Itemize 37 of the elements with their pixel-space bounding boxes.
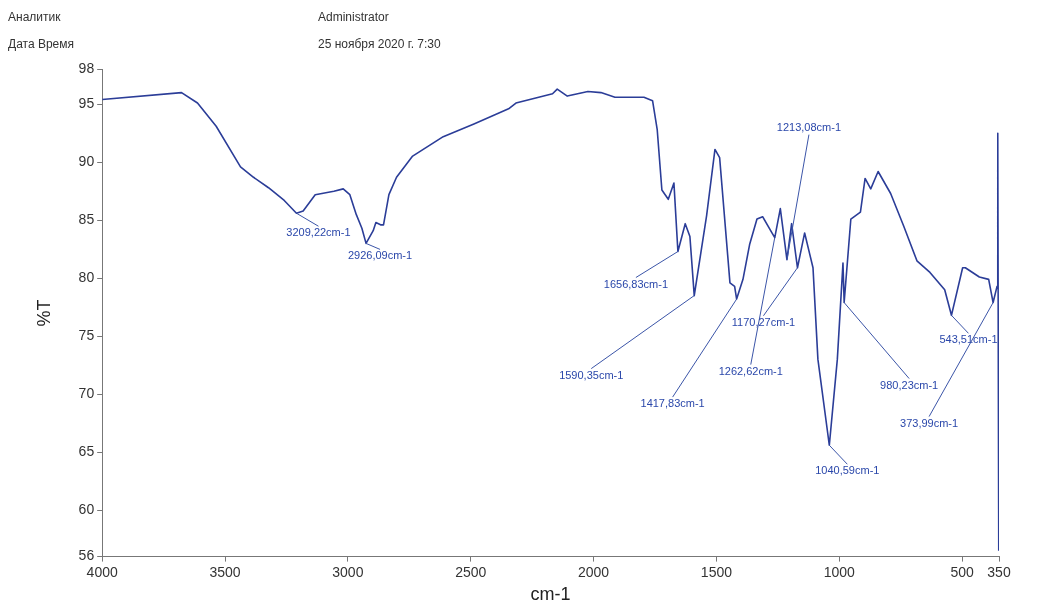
y-tick-label: 60 (78, 501, 95, 518)
annotation: 543,51cm-1 (939, 333, 998, 346)
annotation: 1213,08cm-1 (776, 120, 842, 133)
y-tick-label: 98 (78, 60, 95, 77)
text: Дата Время (8, 37, 75, 53)
text: Administrator (318, 10, 389, 26)
x-tick-label: 3000 (332, 563, 364, 580)
annotation: 2926,09cm-1 (347, 249, 413, 262)
x-axis-title: cm-1 (530, 584, 571, 605)
x-tick-label: 500 (950, 563, 975, 580)
annotation: 1262,62cm-1 (718, 364, 783, 377)
x-tick-label: 2000 (578, 563, 610, 580)
annotation: 1170,27cm-1 (731, 315, 796, 328)
y-tick-label: 80 (78, 269, 95, 286)
x-tick-label: 1500 (700, 563, 733, 580)
annotation: 1040,59cm-1 (815, 464, 880, 477)
y-tick-label: 65 (78, 443, 95, 460)
annotation: 3209,22cm-1 (286, 226, 351, 239)
annotation: 980,23cm-1 (880, 378, 939, 391)
x-tick-label: 350 (987, 563, 1011, 580)
y-tick-label: 70 (78, 385, 95, 402)
x-tick-label: 4000 (86, 563, 118, 580)
annotation: 1417,83cm-1 (640, 397, 705, 410)
y-tick-label: 95 (78, 95, 95, 112)
x-tick-label: 1000 (823, 563, 856, 580)
y-axis-title: %T (33, 299, 54, 327)
text: 25 ноября 2020 г. 7:30 (318, 37, 441, 53)
annotation: 1656,83cm-1 (603, 277, 669, 290)
x-tick-label: 3500 (209, 563, 241, 580)
x-tick-label: 2500 (455, 563, 487, 580)
y-tick-label: 90 (78, 153, 95, 170)
text: Аналитик (8, 10, 61, 26)
annotation: 373,99cm-1 (900, 416, 959, 429)
y-tick-label: 75 (78, 327, 95, 344)
annotation: 1590,35cm-1 (559, 368, 624, 381)
y-tick-label: 56 (78, 547, 95, 564)
y-tick-label: 85 (78, 211, 95, 228)
